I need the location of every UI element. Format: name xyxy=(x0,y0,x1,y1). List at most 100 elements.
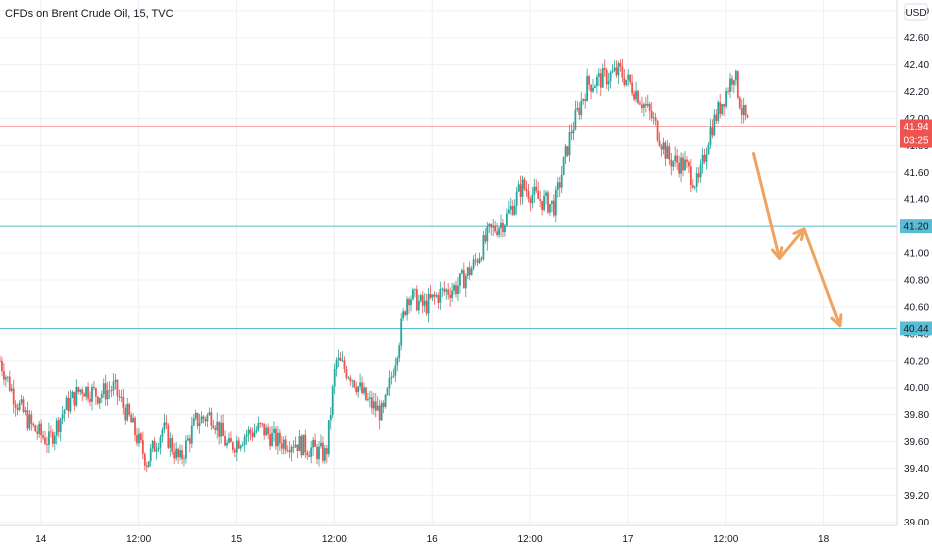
candle-body xyxy=(112,381,115,391)
candle-body xyxy=(574,109,577,130)
candle-body xyxy=(165,422,168,426)
price-tick-label: 40.00 xyxy=(904,383,929,394)
candle-body xyxy=(337,357,340,361)
candle-body xyxy=(541,200,544,211)
candle-body xyxy=(32,423,35,426)
price-tick-label: 41.60 xyxy=(904,168,929,179)
candle-body xyxy=(517,184,520,192)
candle-body xyxy=(641,104,643,108)
currency-label: USD xyxy=(905,8,926,19)
candle-body xyxy=(26,410,29,429)
candle-body xyxy=(298,436,301,452)
candle-body xyxy=(455,285,457,295)
candle-body xyxy=(644,104,647,106)
forecast-arrow-segment[interactable] xyxy=(802,227,842,328)
candle-body xyxy=(431,294,434,298)
time-tick-label: 12:00 xyxy=(518,534,543,545)
candle-body xyxy=(183,458,185,460)
candle-body xyxy=(163,422,166,430)
candle-body xyxy=(443,288,446,292)
candle-body xyxy=(374,401,377,411)
candle-body xyxy=(49,431,52,433)
forecast-arrow-segment[interactable] xyxy=(751,151,782,260)
candle-body xyxy=(300,436,303,456)
candle-body xyxy=(404,311,407,316)
candle-body xyxy=(251,433,254,437)
candle-body xyxy=(388,377,391,389)
candle-body xyxy=(312,439,315,448)
candle-body xyxy=(53,435,56,444)
price-tick-label: 39.00 xyxy=(904,518,929,529)
candle-body xyxy=(24,410,27,412)
price-tick-label: 39.80 xyxy=(904,410,929,421)
candle-body xyxy=(368,397,371,400)
candle-body xyxy=(676,155,679,163)
candle-body xyxy=(621,66,624,78)
candle-body xyxy=(652,117,655,119)
candle-body xyxy=(513,205,516,215)
candle-body xyxy=(378,405,381,421)
candle-body xyxy=(511,205,514,215)
time-tick-label: 12:00 xyxy=(126,534,151,545)
candle-body xyxy=(231,442,234,450)
candle-body xyxy=(226,442,228,446)
price-axis-background xyxy=(897,0,932,550)
candle-body xyxy=(394,365,397,376)
candle-body xyxy=(734,70,737,81)
forecast-arrow-segment[interactable] xyxy=(778,227,806,260)
candle-body xyxy=(4,377,7,380)
candle-body xyxy=(382,402,385,407)
candle-body xyxy=(320,442,322,447)
candle-body xyxy=(607,81,610,85)
candle-body xyxy=(535,186,538,192)
candle-body xyxy=(678,162,681,174)
candle-body xyxy=(472,259,475,269)
candle-body xyxy=(212,425,215,428)
candle-body xyxy=(484,235,487,242)
candle-body xyxy=(143,453,146,466)
candle-body xyxy=(396,358,399,366)
candle-body xyxy=(100,394,103,398)
currency-badge[interactable] xyxy=(904,3,928,21)
candle-body xyxy=(186,438,189,441)
candle-body xyxy=(20,399,23,403)
candle-body xyxy=(55,420,58,436)
candle-body xyxy=(275,428,277,447)
candle-body xyxy=(294,444,297,448)
candle-body xyxy=(282,439,285,449)
candle-body xyxy=(470,268,473,276)
candle-body xyxy=(505,213,508,226)
candle-body xyxy=(343,360,346,370)
candle-body xyxy=(259,423,262,424)
price-tick-label: 42.60 xyxy=(904,33,929,44)
time-tick-label: 12:00 xyxy=(322,534,347,545)
candle-body xyxy=(613,67,616,71)
candle-body xyxy=(269,434,271,447)
price-tick-label: 40.60 xyxy=(904,302,929,313)
time-tick-label: 18 xyxy=(818,534,830,545)
candle-body xyxy=(560,174,563,188)
candle-body xyxy=(509,205,512,210)
candle-body xyxy=(500,222,502,229)
candle-body xyxy=(464,276,467,289)
candle-body xyxy=(239,445,242,449)
candle-body xyxy=(345,369,348,378)
candle-body xyxy=(134,417,136,436)
price-tick-label: 39.60 xyxy=(904,437,929,448)
candle-body xyxy=(249,429,252,434)
candle-body xyxy=(662,142,665,150)
candle-body xyxy=(308,455,311,457)
candle-body xyxy=(582,99,585,101)
candle-body xyxy=(459,273,461,286)
candle-body xyxy=(218,421,221,437)
candle-body xyxy=(85,386,88,397)
candle-body xyxy=(390,376,393,378)
candle-body xyxy=(14,404,17,408)
candle-body xyxy=(175,448,178,459)
candle-body xyxy=(296,444,299,452)
candle-body xyxy=(331,386,334,416)
candle-body xyxy=(79,389,82,392)
candle-body xyxy=(705,154,708,162)
candle-body xyxy=(224,435,226,446)
